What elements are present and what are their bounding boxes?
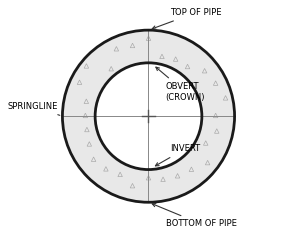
Circle shape	[95, 63, 202, 170]
Circle shape	[62, 30, 235, 202]
Text: INVERT: INVERT	[155, 144, 200, 166]
Text: SPRINGLINE: SPRINGLINE	[8, 102, 60, 115]
Text: TOP OF PIPE: TOP OF PIPE	[152, 8, 222, 29]
Text: OBVERT
(CROWN): OBVERT (CROWN)	[156, 67, 205, 102]
Text: BOTTOM OF PIPE: BOTTOM OF PIPE	[152, 204, 237, 228]
